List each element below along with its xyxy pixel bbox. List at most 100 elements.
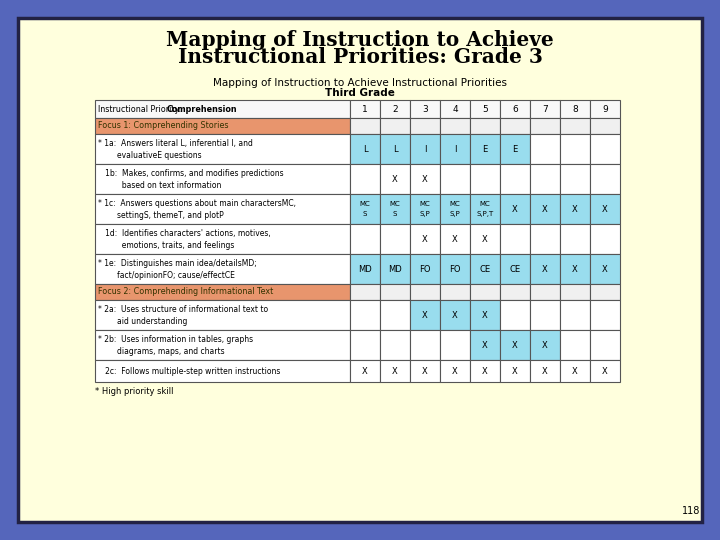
Bar — [350, 284, 380, 300]
Text: settingS, themeT, and plotP: settingS, themeT, and plotP — [98, 211, 224, 219]
Bar — [560, 254, 590, 284]
Bar — [500, 224, 530, 254]
Text: * 1a:  Answers literal L, inferential I, and: * 1a: Answers literal L, inferential I, … — [98, 139, 253, 148]
Text: X: X — [452, 234, 458, 244]
Bar — [500, 330, 530, 360]
Bar — [95, 118, 350, 134]
Text: * High priority skill: * High priority skill — [95, 387, 174, 396]
Bar — [590, 284, 620, 300]
Bar — [530, 100, 560, 118]
Bar — [560, 100, 590, 118]
Bar — [410, 224, 440, 254]
Bar — [440, 194, 470, 224]
Text: 5: 5 — [482, 105, 488, 113]
Text: X: X — [512, 205, 518, 213]
Bar — [530, 254, 560, 284]
Text: X: X — [452, 367, 458, 375]
Text: X: X — [572, 265, 578, 273]
Text: X: X — [482, 310, 488, 320]
Bar — [470, 300, 500, 330]
Bar — [380, 360, 410, 382]
Bar — [95, 254, 350, 284]
Bar — [440, 118, 470, 134]
Bar — [500, 134, 530, 164]
Text: Focus 1: Comprehending Stories: Focus 1: Comprehending Stories — [98, 122, 228, 131]
Text: 118: 118 — [682, 506, 700, 516]
Bar — [530, 194, 560, 224]
Bar — [590, 300, 620, 330]
Text: * 1c:  Answers questions about main charactersMC,: * 1c: Answers questions about main chara… — [98, 199, 296, 208]
Bar — [440, 254, 470, 284]
Text: X: X — [482, 341, 488, 349]
Bar — [560, 330, 590, 360]
Bar — [530, 134, 560, 164]
Text: S,P,T: S,P,T — [477, 211, 494, 218]
Bar — [560, 134, 590, 164]
Text: 8: 8 — [572, 105, 578, 113]
Bar — [530, 360, 560, 382]
Bar — [560, 300, 590, 330]
Text: E: E — [482, 145, 487, 153]
Text: Instructional Priority:: Instructional Priority: — [98, 105, 186, 113]
Bar — [560, 284, 590, 300]
Bar — [560, 194, 590, 224]
Text: S,P: S,P — [420, 211, 431, 218]
Text: S: S — [393, 211, 397, 218]
Bar — [530, 118, 560, 134]
Text: Mapping of Instruction to Achieve Instructional Priorities: Mapping of Instruction to Achieve Instru… — [213, 78, 507, 88]
Bar — [350, 360, 380, 382]
Bar — [470, 360, 500, 382]
Text: X: X — [542, 341, 548, 349]
Text: 1b:  Makes, confirms, and modifies predictions: 1b: Makes, confirms, and modifies predic… — [98, 169, 284, 178]
Text: X: X — [422, 174, 428, 184]
Bar — [350, 224, 380, 254]
Text: X: X — [572, 205, 578, 213]
Bar — [560, 118, 590, 134]
Bar — [95, 330, 350, 360]
Bar — [470, 330, 500, 360]
Bar — [410, 134, 440, 164]
Text: MC: MC — [480, 201, 490, 207]
Bar — [500, 164, 530, 194]
Bar — [350, 100, 380, 118]
Bar — [590, 118, 620, 134]
Bar — [590, 194, 620, 224]
Bar — [95, 100, 350, 118]
Bar — [95, 134, 350, 164]
Text: X: X — [542, 265, 548, 273]
Text: X: X — [602, 265, 608, 273]
Bar — [440, 164, 470, 194]
Bar — [440, 134, 470, 164]
Text: MC: MC — [359, 201, 370, 207]
Text: E: E — [513, 145, 518, 153]
Text: 6: 6 — [512, 105, 518, 113]
Text: X: X — [422, 310, 428, 320]
Bar — [500, 284, 530, 300]
Bar — [350, 164, 380, 194]
Text: emotions, traits, and feelings: emotions, traits, and feelings — [98, 240, 235, 249]
Bar — [410, 100, 440, 118]
Bar — [380, 300, 410, 330]
Bar — [560, 164, 590, 194]
Bar — [95, 164, 350, 194]
Text: MD: MD — [358, 265, 372, 273]
Text: * 2a:  Uses structure of informational text to: * 2a: Uses structure of informational te… — [98, 305, 268, 314]
Text: X: X — [422, 234, 428, 244]
Bar — [500, 360, 530, 382]
Bar — [380, 164, 410, 194]
Text: X: X — [362, 367, 368, 375]
Bar — [380, 194, 410, 224]
Text: S,P: S,P — [449, 211, 460, 218]
Bar — [95, 224, 350, 254]
Text: * 2b:  Uses information in tables, graphs: * 2b: Uses information in tables, graphs — [98, 335, 253, 344]
Text: aid understanding: aid understanding — [98, 316, 187, 326]
Bar — [350, 330, 380, 360]
Text: Comprehension: Comprehension — [167, 105, 238, 113]
Bar — [590, 330, 620, 360]
Bar — [470, 194, 500, 224]
Text: CE: CE — [480, 265, 490, 273]
Text: evaluativeE questions: evaluativeE questions — [98, 151, 202, 159]
Bar — [500, 118, 530, 134]
Bar — [95, 360, 350, 382]
Bar — [590, 164, 620, 194]
